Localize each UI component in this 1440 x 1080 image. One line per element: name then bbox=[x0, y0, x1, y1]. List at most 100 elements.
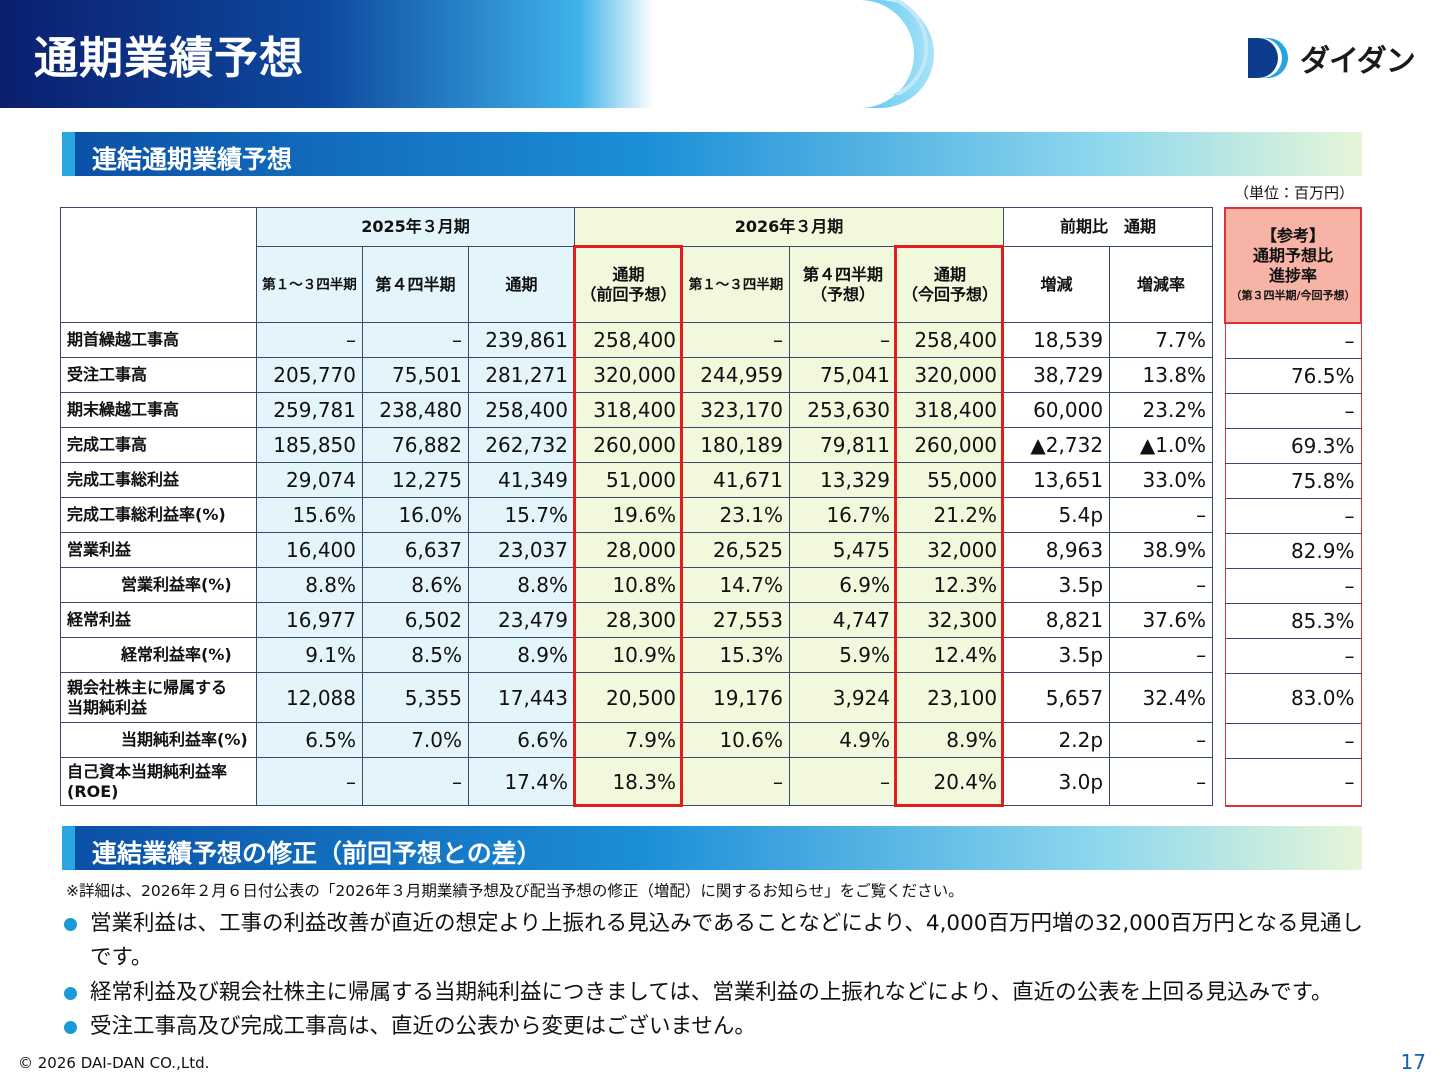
section-title: 連結業績予想の修正（前回予想との差） bbox=[92, 839, 542, 868]
cell: 281,271 bbox=[468, 357, 575, 393]
reference-cell: – bbox=[1224, 722, 1362, 759]
copyright: © 2026 DAI-DAN CO.,Ltd. bbox=[18, 1054, 210, 1072]
table-row: 完成工事総利益率(%) 15.6% 16.0% 15.7% 19.6% 23.1% 16.7… bbox=[60, 497, 1214, 533]
text-line: 第１～３四半期 bbox=[688, 276, 784, 293]
text-line: 増減率 bbox=[1137, 274, 1186, 294]
reference-cell: – bbox=[1224, 757, 1362, 807]
cell: 33.0% bbox=[1109, 462, 1214, 498]
cell: – bbox=[682, 757, 790, 806]
cell: 6.9% bbox=[789, 567, 897, 603]
row-label: 完成工事総利益 bbox=[60, 462, 257, 498]
cell: 37.6% bbox=[1109, 602, 1214, 638]
cell: 3.0p bbox=[1003, 757, 1111, 806]
reference-cell: – bbox=[1224, 567, 1362, 604]
cell: 75,501 bbox=[362, 357, 469, 393]
cell: ▲1.0% bbox=[1109, 427, 1214, 463]
cell: 8.9% bbox=[468, 637, 575, 673]
text-line: 【参考】 bbox=[1260, 225, 1325, 245]
cell: 14.7% bbox=[682, 567, 790, 603]
cell: 259,781 bbox=[256, 392, 363, 428]
table-row: – bbox=[1224, 567, 1362, 604]
cell: 79,811 bbox=[789, 427, 897, 463]
text-line: 営業利益率(%) bbox=[121, 575, 232, 594]
note: ※詳細は、2026年２月６日付公表の「2026年３月期業績予想及び配当予想の修正… bbox=[66, 882, 964, 900]
cell: 15.7% bbox=[468, 497, 575, 533]
highlight-box bbox=[573, 245, 683, 807]
cell: 258,400 bbox=[574, 322, 683, 358]
cell: 7.7% bbox=[1109, 322, 1214, 358]
text-line: 完成工事総利益率(%) bbox=[67, 505, 226, 524]
column-header: 第１～３四半期 bbox=[682, 246, 790, 323]
table-row: – bbox=[1224, 637, 1362, 674]
table-row: 完成工事高 185,850 76,882 262,732 260,000 180,189 7… bbox=[60, 427, 1214, 463]
cell: 12,275 bbox=[362, 462, 469, 498]
text-line: （今回予想） bbox=[902, 284, 999, 304]
table-row: – bbox=[1224, 722, 1362, 759]
group-header: 2026年３月期 bbox=[573, 207, 1005, 247]
table-row: 親会社株主に帰属する 当期純利益 12,088 5,355 17,443 20,500 19… bbox=[60, 672, 1214, 723]
cell: 4,747 bbox=[789, 602, 897, 638]
column-header: 増減率 bbox=[1109, 246, 1214, 323]
unit-note: （単位：百万円） bbox=[1233, 184, 1354, 202]
cell: 5.9% bbox=[789, 637, 897, 673]
forecast-table: 2025年３月期 2026年３月期 前期比 通期 第１～３四半期 第４四半期 通期 通期 （前… bbox=[60, 207, 1214, 806]
cell: 32,300 bbox=[895, 602, 1005, 638]
cell: 185,850 bbox=[256, 427, 363, 463]
cell: 15.6% bbox=[256, 497, 363, 533]
cell: – bbox=[1109, 567, 1214, 603]
cell: – bbox=[1109, 497, 1214, 533]
text-line: 通期 bbox=[505, 274, 538, 294]
cell: 6,637 bbox=[362, 532, 469, 568]
text-line: (ROE) bbox=[67, 781, 119, 801]
cell: – bbox=[256, 322, 363, 358]
row-label: 経常利益 bbox=[60, 602, 257, 638]
cell: 41,671 bbox=[682, 462, 790, 498]
text-line: 通期予想比 bbox=[1252, 245, 1333, 265]
logo: ダイダン bbox=[1300, 44, 1416, 79]
table-row: 経常利益率(%) 9.1% 8.5% 8.9% 10.9% 15.3% 5.9% 12.4% 3… bbox=[60, 637, 1214, 673]
cell: 8.8% bbox=[468, 567, 575, 603]
cell: 28,300 bbox=[574, 602, 683, 638]
text-line: 受注工事高 bbox=[67, 365, 148, 384]
cell: 38,729 bbox=[1003, 357, 1111, 393]
cell: ▲2,732 bbox=[1003, 427, 1111, 463]
cell: 9.1% bbox=[256, 637, 363, 673]
cell: 323,170 bbox=[682, 392, 790, 428]
cell: 51,000 bbox=[574, 462, 683, 498]
cell: 28,000 bbox=[574, 532, 683, 568]
row-label: 営業利益率(%) bbox=[60, 567, 257, 603]
text-line: 第４四半期 bbox=[375, 274, 456, 294]
text-line: 期末繰越工事高 bbox=[67, 400, 180, 419]
corner-cell bbox=[60, 207, 257, 323]
cell: 18.3% bbox=[574, 757, 683, 806]
cell: 10.9% bbox=[574, 637, 683, 673]
reference-table: 【参考】 通期予想比 進捗率 （第３四半期/今回予想） –76.5% –69.3% 75.8… bbox=[1224, 207, 1362, 807]
table-row: 当期純利益率(%) 6.5% 7.0% 6.6% 7.9% 10.6% 4.9% 8.9% 2.… bbox=[60, 722, 1214, 758]
cell: – bbox=[1109, 757, 1214, 806]
cell: 253,630 bbox=[789, 392, 897, 428]
cell: 13.8% bbox=[1109, 357, 1214, 393]
cell: 18,539 bbox=[1003, 322, 1111, 358]
text-line: 期首繰越工事高 bbox=[67, 330, 180, 349]
header-row: 2025年３月期 2026年３月期 前期比 通期 bbox=[60, 207, 1214, 323]
page-number: 17 bbox=[1400, 1050, 1426, 1074]
cell: 180,189 bbox=[682, 427, 790, 463]
cell: – bbox=[362, 322, 469, 358]
reference-cell: – bbox=[1224, 637, 1362, 674]
cell: 8.8% bbox=[256, 567, 363, 603]
table-row: 経常利益 16,977 6,502 23,479 28,300 27,553 4,747 32… bbox=[60, 602, 1214, 638]
text-line: 営業利益 bbox=[67, 540, 132, 559]
table-row: – bbox=[1224, 322, 1362, 359]
table-row: 82.9% bbox=[1224, 532, 1362, 569]
cell: 8.5% bbox=[362, 637, 469, 673]
cell: 239,861 bbox=[468, 322, 575, 358]
text-line: 第４四半期 bbox=[802, 264, 883, 284]
cell: 16,977 bbox=[256, 602, 363, 638]
cell: 12.4% bbox=[895, 637, 1005, 673]
row-label: 期末繰越工事高 bbox=[60, 392, 257, 428]
reference-cell: 82.9% bbox=[1224, 532, 1362, 569]
column-header: 増減 bbox=[1003, 246, 1111, 323]
row-label: 期首繰越工事高 bbox=[60, 322, 257, 358]
cell: 76,882 bbox=[362, 427, 469, 463]
group-header: 前期比 通期 bbox=[1003, 207, 1214, 247]
